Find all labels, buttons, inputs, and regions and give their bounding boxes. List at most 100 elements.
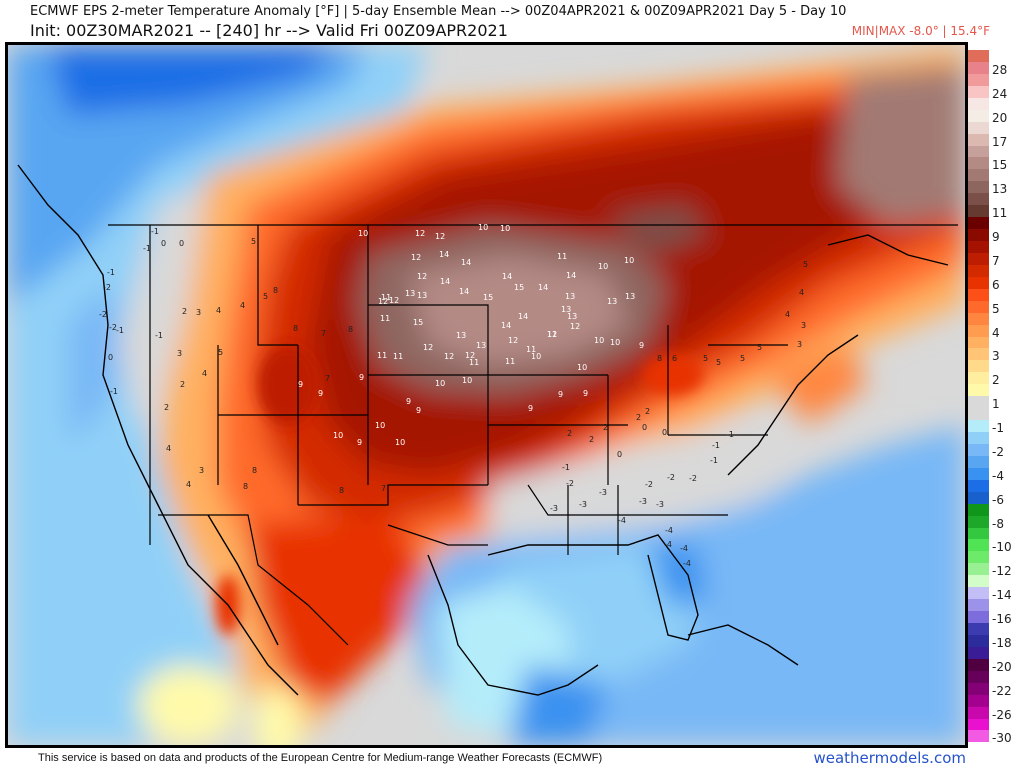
min-max-readout: MIN|MAX -8.0° | 15.4°F (851, 24, 990, 38)
legend-label: -2 (992, 444, 1004, 459)
legend-row: -10 (968, 539, 1024, 554)
legend-swatch (968, 670, 989, 683)
station-label: 4 (799, 288, 804, 297)
legend-row: 24 (968, 85, 1024, 101)
station-label: 11 (547, 330, 557, 339)
station-label: 8 (243, 482, 248, 491)
station-label: 14 (502, 272, 512, 281)
station-label: -1 (726, 430, 734, 439)
station-label: -2 (689, 474, 697, 483)
legend-swatch (968, 420, 989, 432)
legend-label: -22 (992, 683, 1012, 698)
station-label: 7 (381, 484, 386, 493)
station-label: 0 (642, 423, 647, 432)
station-label: -2 (99, 310, 107, 319)
station-label: 14 (538, 283, 548, 292)
station-label: 4 (240, 301, 245, 310)
coastlines (17, 164, 949, 696)
legend-swatch (968, 97, 989, 110)
legend-row: 9 (968, 229, 1024, 244)
legend-swatch (968, 587, 989, 600)
station-label: 10 (531, 352, 541, 361)
legend-label: 2 (992, 373, 1000, 388)
station-label: 13 (561, 305, 571, 314)
legend-swatch (968, 479, 989, 492)
legend-swatch (968, 61, 989, 74)
legend-row: 17 (968, 133, 1024, 149)
station-label: 15 (514, 283, 524, 292)
legend-swatch (968, 563, 989, 576)
station-label: -4 (680, 544, 688, 553)
legend-label: -30 (992, 731, 1012, 746)
legend-row: -14 (968, 587, 1024, 602)
legend-swatch (968, 432, 989, 444)
station-label: 12 (378, 297, 388, 306)
station-label: 14 (459, 287, 469, 296)
station-label: 3 (801, 321, 806, 330)
station-label: 13 (565, 292, 575, 301)
legend-row (968, 336, 1024, 349)
legend-swatch (968, 121, 989, 134)
station-label: 4 (202, 369, 207, 378)
station-label: 11 (393, 352, 403, 361)
legend-swatch (968, 217, 989, 230)
station-label: 9 (583, 389, 588, 398)
legend-row: -1 (968, 420, 1024, 435)
station-label: -4 (683, 559, 691, 568)
station-label: 9 (406, 397, 411, 406)
station-label: 0 (108, 353, 113, 362)
legend-swatch (968, 599, 989, 612)
legend-swatch (968, 455, 989, 468)
legend-row (968, 241, 1024, 253)
station-label: 14 (440, 277, 450, 286)
legend-swatch (968, 145, 989, 158)
station-label: -1 (562, 463, 570, 472)
station-label: 13 (607, 297, 617, 306)
legend-row: 11 (968, 205, 1024, 220)
legend-row: 28 (968, 61, 1024, 77)
legend-label: -4 (992, 468, 1004, 483)
station-label: 10 (624, 256, 634, 265)
weathermodels-link[interactable]: weathermodels.com (813, 749, 966, 767)
legend-swatch (968, 73, 989, 86)
station-label: 10 (333, 431, 343, 440)
station-label: 10 (610, 338, 620, 347)
station-label: 3 (797, 340, 802, 349)
legend-swatch (968, 193, 989, 206)
station-label: 13 (625, 292, 635, 301)
station-label: 10 (594, 336, 604, 345)
station-label: 10 (435, 379, 445, 388)
station-label: 14 (501, 321, 511, 330)
legend-row: -22 (968, 682, 1024, 698)
legend-swatch (968, 694, 989, 707)
legend-swatch (968, 312, 989, 325)
station-label: 8 (293, 324, 298, 333)
legend-row (968, 145, 1024, 158)
station-label: 5 (803, 260, 808, 269)
legend-swatch (968, 658, 989, 671)
legend-row (968, 694, 1024, 707)
station-label: 10 (358, 229, 368, 238)
station-label: -1 (151, 227, 159, 236)
legend-swatch (968, 551, 989, 564)
station-label: 5 (757, 343, 762, 352)
legend-row: 20 (968, 109, 1024, 125)
station-label: 13 (456, 331, 466, 340)
station-label: 9 (558, 390, 563, 399)
station-label: 15 (413, 318, 423, 327)
station-label: 10 (462, 376, 472, 385)
station-label: 9 (318, 389, 323, 398)
station-label: -4 (665, 526, 673, 535)
station-label: 2 (603, 423, 608, 432)
station-label: -3 (579, 500, 587, 509)
legend-row (968, 551, 1024, 564)
legend-swatch (968, 336, 989, 349)
station-label: 9 (639, 341, 644, 350)
legend-row (968, 73, 1024, 86)
legend-row: 7 (968, 252, 1024, 268)
legend-row (968, 217, 1024, 230)
station-label: 9 (298, 380, 303, 389)
state-borders (108, 224, 958, 646)
station-label: 8 (348, 325, 353, 334)
legend-swatch (968, 539, 989, 552)
